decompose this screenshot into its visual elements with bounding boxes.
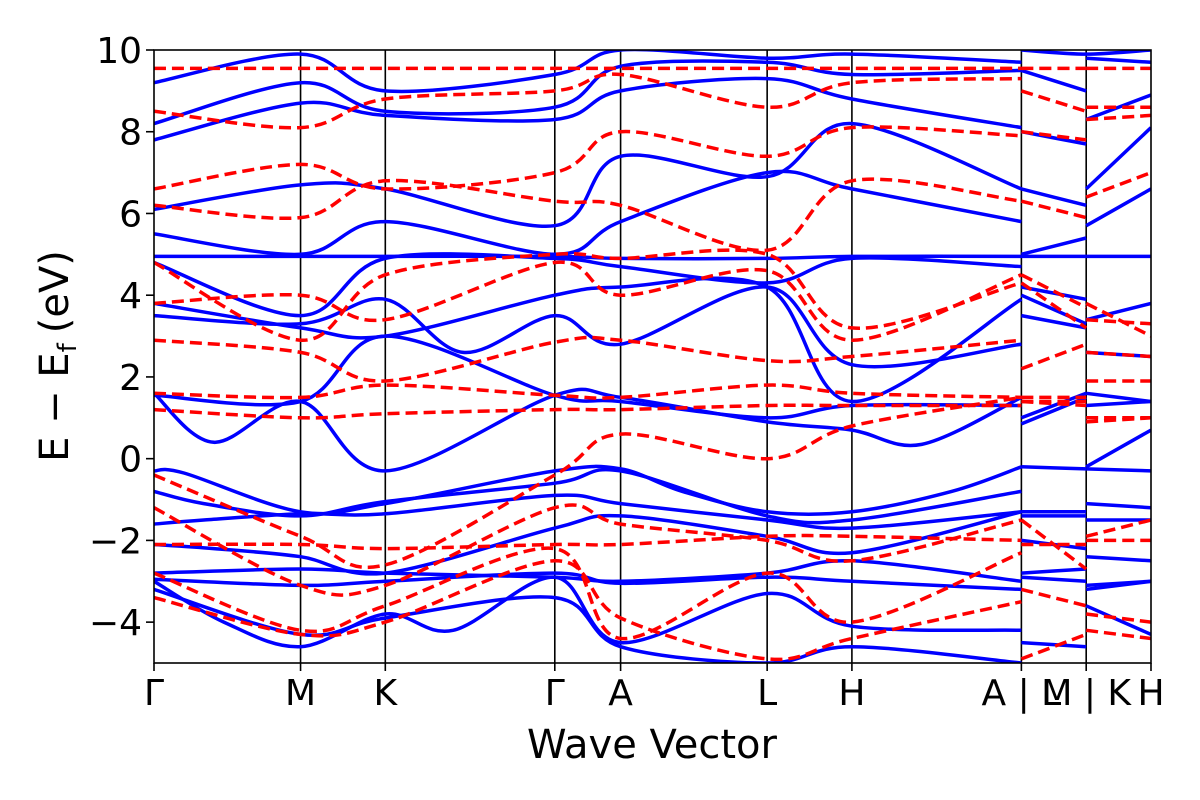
band-line-dashed xyxy=(1085,612,1151,624)
x-tick-label: A xyxy=(608,673,633,714)
band-line-dashed xyxy=(1020,199,1087,220)
band-line-dashed xyxy=(1020,281,1088,330)
band-line-solid xyxy=(154,575,1022,649)
band-line-solid xyxy=(1020,187,1087,207)
band-line-dashed xyxy=(1086,350,1151,359)
band-line-dashed xyxy=(1086,416,1151,424)
band-line-solid xyxy=(1021,640,1087,649)
band-line-dashed xyxy=(1085,301,1151,338)
x-tick-label: Γ xyxy=(144,673,164,714)
y-tick-label: 10 xyxy=(96,31,142,72)
band-line-dashed xyxy=(1021,399,1087,408)
band-line-solid xyxy=(154,467,1022,525)
band-line-solid xyxy=(1086,554,1151,563)
x-tick-label: Γ xyxy=(545,673,565,714)
x-axis-label: Wave Vector xyxy=(527,722,778,768)
band-line-dashed xyxy=(1020,342,1087,371)
band-line-solid xyxy=(1021,313,1087,330)
band-line-solid xyxy=(1084,126,1151,191)
y-tick-label: −4 xyxy=(89,603,142,644)
band-line-dashed xyxy=(154,335,1022,383)
band-line-dashed xyxy=(1020,273,1087,310)
band-line-solid xyxy=(154,252,1022,318)
x-tick-label: H xyxy=(838,673,865,714)
band-line-solid xyxy=(1085,187,1151,228)
band-line-solid xyxy=(1085,428,1151,469)
band-line-dashed xyxy=(154,403,1022,420)
x-tick-label: K xyxy=(373,673,398,714)
band-line-dashed xyxy=(154,248,1022,342)
band-line-solid xyxy=(1086,56,1151,65)
band-line-solid xyxy=(1021,567,1087,575)
band-line-dashed xyxy=(1020,632,1087,661)
y-tick-label: 0 xyxy=(119,440,142,481)
band-line-solid xyxy=(1020,68,1087,93)
band-line-dashed xyxy=(1086,317,1151,326)
band-line-solid xyxy=(1085,604,1151,636)
band-line-solid xyxy=(154,59,1022,126)
band-line-solid xyxy=(1086,501,1151,510)
x-tick-label: M xyxy=(285,673,316,714)
y-tick-label: −2 xyxy=(89,521,142,562)
band-line-dashed xyxy=(154,260,1023,342)
band-line-solid xyxy=(1085,301,1151,322)
band-line-solid xyxy=(1021,575,1087,584)
x-tick-label: A | L xyxy=(982,673,1062,714)
band-line-solid xyxy=(1086,399,1151,408)
band-line-solid xyxy=(1086,467,1151,473)
band-line-dashed xyxy=(154,72,1022,130)
band-line-solid xyxy=(154,169,1022,257)
band-line-solid xyxy=(154,464,1022,517)
y-axis-label-unit: (eV) xyxy=(32,250,78,333)
band-line-dashed xyxy=(1020,587,1087,608)
x-tick-label: H xyxy=(1137,673,1164,714)
y-tick-label: 6 xyxy=(119,194,142,235)
band-line-dashed xyxy=(154,125,1022,191)
band-line-solid xyxy=(154,254,1022,261)
band-line-solid xyxy=(154,387,1023,473)
y-axis-label-subscript: f xyxy=(53,342,83,352)
y-axis-ticks: −4 −2 0 2 4 6 8 10 xyxy=(89,31,154,644)
y-axis-label: E − Ef (eV) xyxy=(32,250,83,462)
y-axis-label-main: E − E xyxy=(32,352,78,462)
band-line-dashed xyxy=(1020,518,1088,571)
band-line-solid xyxy=(1020,236,1087,256)
band-line-solid xyxy=(154,276,1023,404)
band-line-solid xyxy=(154,285,1022,369)
band-line-dashed xyxy=(154,533,1022,551)
x-tick-label: M | K xyxy=(1041,673,1132,714)
band-line-solid xyxy=(154,121,1023,229)
y-tick-label: 2 xyxy=(119,358,142,399)
band-line-solid xyxy=(154,510,1022,576)
band-line-dashed xyxy=(154,383,1022,400)
plot-frame xyxy=(153,49,1152,664)
band-line-solid xyxy=(154,76,1022,142)
band-line-dashed xyxy=(1020,89,1087,113)
x-tick-label: L xyxy=(757,673,777,714)
band-line-dashed xyxy=(154,546,1023,641)
band-line-dashed xyxy=(1085,170,1151,199)
band-line-solid xyxy=(1085,391,1151,404)
band-line-solid xyxy=(154,334,1022,420)
y-tick-label: 4 xyxy=(119,276,142,317)
band-line-solid xyxy=(1021,465,1087,471)
band-line-dashed xyxy=(1085,518,1151,538)
y-tick-label: 8 xyxy=(119,113,142,154)
band-line-dashed xyxy=(154,503,1022,597)
band-line-solid xyxy=(154,587,1022,663)
band-line-solid xyxy=(1020,391,1087,420)
band-line-dashed xyxy=(1021,129,1087,142)
band-line-dashed xyxy=(154,395,1022,570)
band-line-dashed xyxy=(154,177,1022,253)
band-line-solid xyxy=(1020,293,1087,326)
band-line-solid xyxy=(154,50,1022,94)
band-line-dashed xyxy=(1086,113,1151,122)
band-line-solid xyxy=(154,493,1022,531)
band-line-solid xyxy=(1021,50,1151,56)
band-lines xyxy=(154,50,1151,663)
band-line-solid xyxy=(1085,579,1151,592)
band-line-dashed xyxy=(1085,628,1151,641)
